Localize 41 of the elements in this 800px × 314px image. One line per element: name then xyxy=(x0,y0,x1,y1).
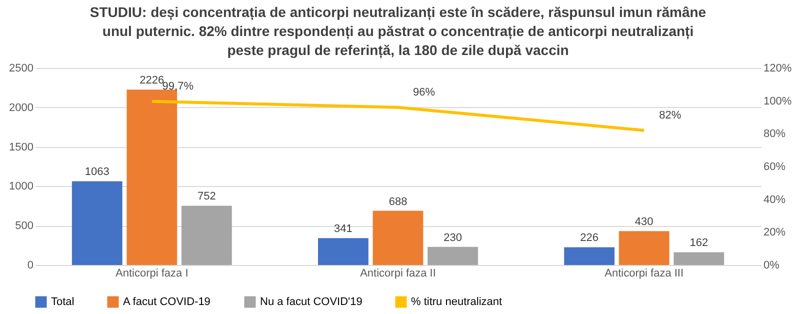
y-tick-label: 1500 xyxy=(9,141,34,154)
bar xyxy=(564,247,615,265)
data-label: 96% xyxy=(412,86,436,98)
data-label: 99,7% xyxy=(162,80,194,92)
bar xyxy=(318,238,368,265)
data-label: 688 xyxy=(388,196,408,208)
bar xyxy=(181,206,232,265)
y2-tick-label: 80% xyxy=(764,128,786,140)
data-label: 341 xyxy=(334,223,352,236)
legend-label: % titru neutralizant xyxy=(411,296,502,308)
y-tick-label: 2000 xyxy=(9,102,34,114)
y-tick-label: 0 xyxy=(27,260,34,272)
y-tick-label: 2500 xyxy=(9,62,34,74)
y2-tick-label: 0% xyxy=(764,260,780,272)
x-tick-label: Anticorpi faza II xyxy=(360,268,436,280)
legend-label: Nu a facut COVID'19 xyxy=(260,296,362,308)
data-label: 1063 xyxy=(84,166,110,178)
legend-label: Total xyxy=(51,296,74,308)
x-tick-label: Anticorpi faza III xyxy=(604,268,684,280)
bar xyxy=(72,181,122,265)
legend-label: A facut COVID-19 xyxy=(123,296,210,308)
bar xyxy=(618,231,670,265)
data-label: 82% xyxy=(659,109,682,122)
bar xyxy=(372,210,424,265)
data-label: 752 xyxy=(198,190,216,203)
y2-tick-label: 40% xyxy=(764,194,786,206)
data-label: 430 xyxy=(634,216,654,228)
y-tick-label: 500 xyxy=(15,220,34,232)
data-label: 162 xyxy=(690,237,708,250)
bar xyxy=(674,252,724,265)
y2-tick-label: 60% xyxy=(764,161,786,173)
x-tick-label: Anticorpi faza I xyxy=(116,268,188,280)
y2-tick-label: 20% xyxy=(764,226,786,239)
y-tick-label: 1000 xyxy=(9,180,34,193)
y2-tick-label: 120% xyxy=(764,62,792,74)
data-label: 230 xyxy=(444,232,462,244)
data-label: 226 xyxy=(580,232,598,244)
chart-title: STUDIU: deși concentrația de anticorpi neutralizanți este în scădere, răspunsul imun rămâne unul puternic. 82% dintre respondenți au păstrat o concentrație de anticorpi neutralizanți peste pragul de referință, la 180 de zile după vaccin xyxy=(90,4,706,59)
bar xyxy=(126,90,178,265)
bar xyxy=(428,246,478,265)
y2-tick-label: 100% xyxy=(764,95,792,108)
